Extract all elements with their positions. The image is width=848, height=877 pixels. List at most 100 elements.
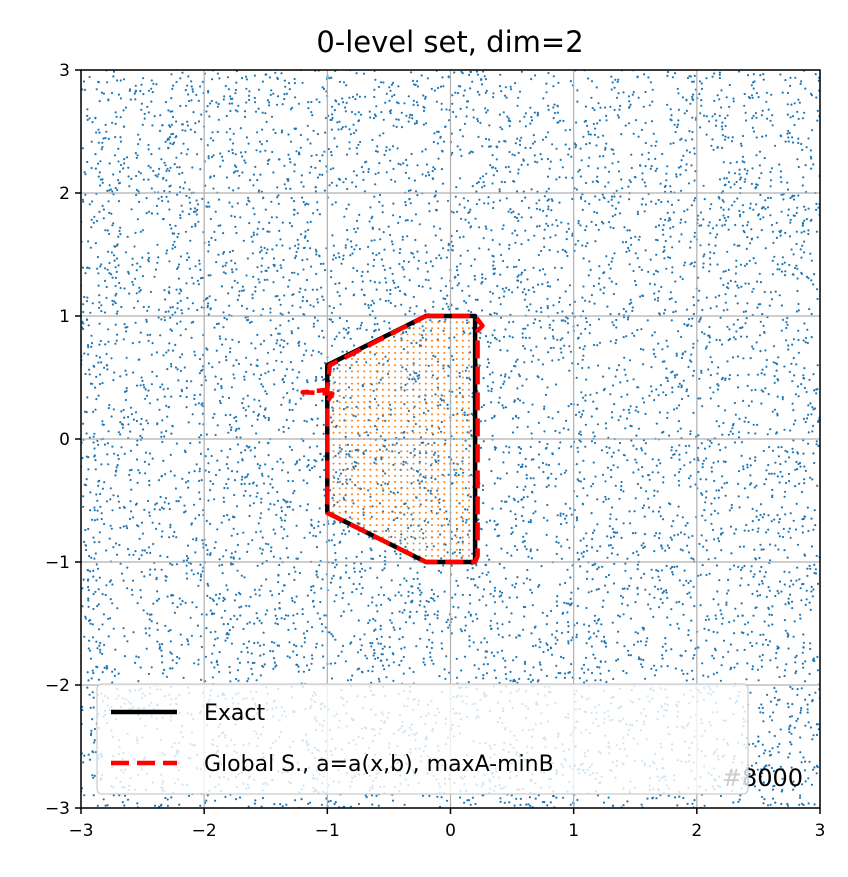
scatter-point-blue: [722, 421, 725, 425]
scatter-point-blue: [459, 796, 462, 799]
scatter-point-blue: [678, 484, 681, 487]
scatter-point-blue: [242, 494, 245, 497]
scatter-point-blue: [517, 279, 520, 282]
scatter-point-blue: [263, 246, 266, 250]
scatter-point-blue: [244, 75, 248, 78]
scatter-point-blue: [664, 239, 667, 243]
scatter-point-blue: [442, 140, 446, 143]
scatter-point-blue: [98, 100, 101, 103]
scatter-point-blue: [254, 290, 257, 293]
scatter-point-blue: [256, 233, 259, 236]
scatter-point-blue: [729, 430, 732, 433]
scatter-point-blue: [207, 155, 210, 158]
scatter-point-blue: [466, 569, 469, 572]
scatter-point-blue: [770, 298, 774, 301]
scatter-point-blue: [295, 595, 298, 598]
scatter-point-blue: [163, 189, 166, 193]
scatter-point-blue: [541, 138, 545, 141]
scatter-point-blue: [87, 679, 90, 682]
scatter-point-blue: [219, 402, 222, 405]
scatter-point-blue: [256, 617, 259, 620]
scatter-point-blue: [297, 102, 300, 105]
scatter-point-blue: [174, 311, 177, 314]
scatter-point-blue: [736, 244, 739, 247]
scatter-point-blue: [348, 128, 351, 131]
scatter-point-blue: [701, 493, 704, 496]
scatter-point-blue: [157, 597, 161, 600]
scatter-point-blue: [610, 75, 613, 78]
scatter-point-blue: [594, 240, 597, 243]
scatter-point-blue: [639, 658, 643, 661]
scatter-point-blue: [303, 641, 306, 644]
scatter-point-blue: [690, 324, 693, 328]
scatter-point-blue: [787, 129, 790, 133]
scatter-point-blue: [522, 506, 525, 509]
scatter-point-blue: [285, 368, 288, 371]
scatter-point-blue: [235, 505, 239, 508]
scatter-point-blue: [479, 420, 482, 423]
scatter-point-blue: [98, 171, 101, 174]
scatter-point-blue: [641, 665, 644, 669]
scatter-point-blue: [786, 323, 789, 326]
scatter-point-blue: [598, 265, 601, 268]
scatter-point-blue: [724, 460, 727, 463]
scatter-point-blue: [235, 81, 238, 84]
scatter-point-blue: [629, 522, 632, 525]
scatter-point-blue: [507, 210, 510, 213]
scatter-point-blue: [644, 121, 647, 125]
scatter-point-blue: [579, 539, 582, 542]
scatter-point-blue: [397, 285, 400, 289]
scatter-point-blue: [179, 603, 182, 606]
scatter-point-blue: [545, 533, 548, 537]
scatter-point-blue: [358, 247, 361, 251]
scatter-point-blue: [394, 305, 397, 308]
scatter-point-blue: [416, 194, 419, 197]
scatter-point-blue: [509, 120, 512, 123]
scatter-point-blue: [703, 198, 706, 201]
scatter-point-blue: [387, 597, 390, 600]
scatter-point-blue: [534, 74, 537, 77]
scatter-point-blue: [653, 494, 656, 497]
scatter-point-blue: [763, 513, 766, 516]
scatter-point-blue: [763, 575, 766, 578]
scatter-point-blue: [129, 98, 132, 101]
scatter-point-blue: [780, 446, 783, 449]
scatter-point-blue: [595, 588, 598, 591]
scatter-point-blue: [205, 613, 208, 616]
scatter-point-blue: [693, 231, 697, 234]
scatter-point-blue: [221, 155, 224, 158]
scatter-point-blue: [236, 202, 239, 205]
scatter-point-blue: [720, 89, 723, 92]
scatter-point-blue: [620, 133, 623, 136]
scatter-point-blue: [758, 164, 762, 167]
scatter-point-blue: [464, 508, 467, 511]
scatter-point-blue: [407, 526, 410, 530]
scatter-point-blue: [530, 557, 534, 560]
scatter-point-blue: [308, 801, 312, 804]
scatter-point-blue: [736, 615, 740, 618]
scatter-point-blue: [656, 239, 659, 242]
scatter-point-blue: [702, 459, 706, 462]
scatter-point-blue: [522, 488, 525, 491]
scatter-point-blue: [331, 116, 334, 120]
scatter-point-blue: [103, 267, 107, 270]
scatter-point-blue: [187, 643, 190, 646]
scatter-point-blue: [583, 623, 586, 626]
scatter-point-blue: [784, 629, 787, 632]
scatter-point-blue: [320, 352, 323, 355]
scatter-point-blue: [440, 647, 444, 650]
scatter-point-blue: [126, 566, 129, 569]
scatter-point-blue: [639, 347, 643, 351]
scatter-point-blue: [509, 170, 512, 173]
scatter-point-blue: [98, 343, 101, 346]
scatter-point-blue: [447, 626, 450, 629]
scatter-point-blue: [673, 565, 676, 569]
scatter-point-blue: [599, 672, 602, 675]
scatter-point-blue: [376, 145, 379, 148]
scatter-point-blue: [713, 647, 717, 650]
scatter-point-blue: [741, 204, 745, 207]
scatter-point-blue: [516, 387, 519, 390]
scatter-point-blue: [274, 131, 277, 135]
scatter-point-blue: [675, 407, 679, 410]
scatter-point-blue: [240, 605, 243, 608]
